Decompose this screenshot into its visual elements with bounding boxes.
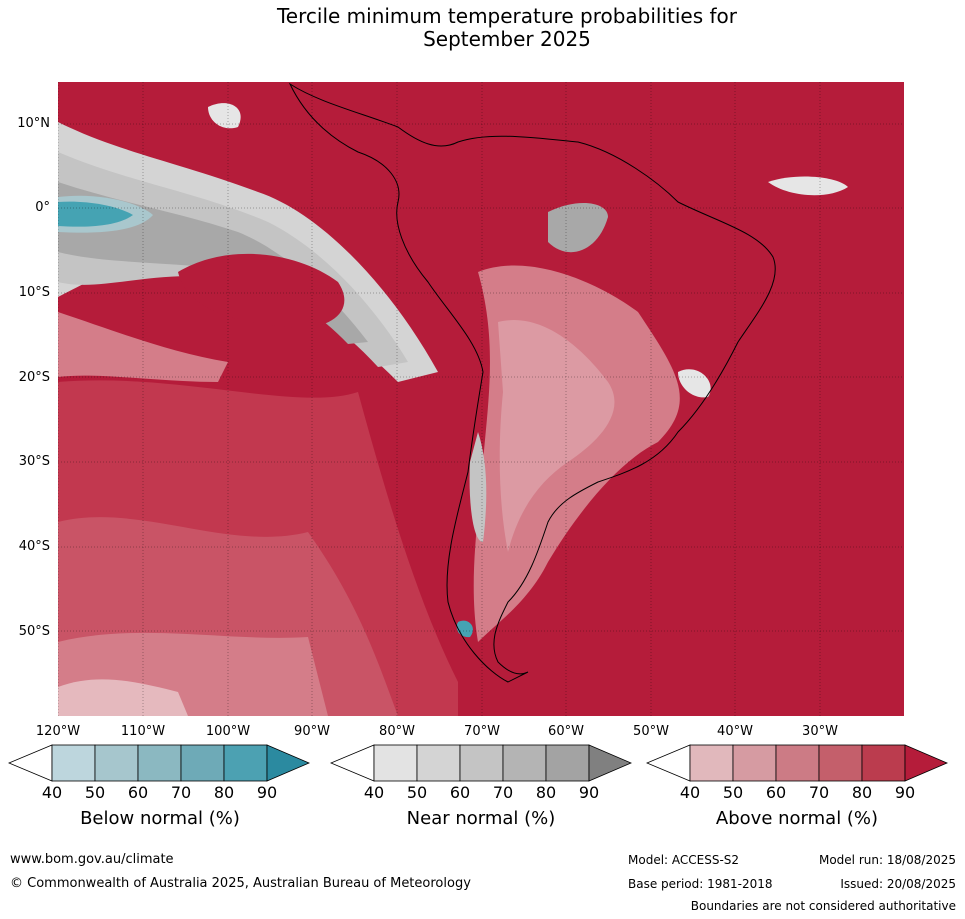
below-normal-swatch-70	[180, 744, 225, 782]
above-tick-60: 60	[765, 783, 787, 802]
near-normal-title: Near normal (%)	[406, 808, 556, 829]
near-normal-white-patch	[208, 103, 241, 129]
copyright-notice: © Commonwealth of Australia 2025, Austra…	[10, 876, 471, 891]
below-normal-colorbar	[8, 744, 310, 782]
near-normal-brazil-patch	[678, 369, 711, 398]
lat-label-10s: 10°S	[18, 285, 50, 300]
lat-label-0: 0°	[35, 200, 50, 215]
lon-label-80w: 80°W	[379, 724, 415, 739]
boundaries-disclaimer: Boundaries are not considered authoritat…	[690, 899, 956, 913]
near-tick-90: 90	[578, 783, 600, 802]
above-40-region	[58, 679, 188, 716]
probability-map	[58, 82, 904, 716]
above-tick-80: 80	[851, 783, 873, 802]
above-tick-90: 90	[894, 783, 916, 802]
lon-label-90w: 90°W	[294, 724, 330, 739]
above-tick-70: 70	[808, 783, 830, 802]
above-tick-40: 40	[679, 783, 701, 802]
above-normal-swatch-over	[904, 744, 948, 782]
near-normal-atlantic-patch	[768, 176, 848, 196]
base-period: Base period: 1981-2018	[628, 877, 773, 891]
above-normal-swatch-40	[689, 744, 734, 782]
near-normal-swatch-80	[545, 744, 590, 782]
above-normal-swatch-under	[646, 744, 691, 782]
lon-label-30w: 30°W	[802, 724, 838, 739]
model-run-date: Model run: 18/08/2025	[818, 853, 956, 867]
above-normal-title: Above normal (%)	[715, 808, 879, 829]
lat-label-20s: 20°S	[18, 370, 50, 385]
lat-label-40s: 40°S	[18, 539, 50, 554]
lon-label-120w: 120°W	[35, 724, 81, 739]
below-normal-title: Below normal (%)	[80, 808, 240, 829]
above-normal-swatch-50	[732, 744, 777, 782]
below-tick-80: 80	[213, 783, 235, 802]
above-normal-swatch-80	[861, 744, 906, 782]
below-tick-50: 50	[84, 783, 106, 802]
below-tick-90: 90	[256, 783, 278, 802]
lon-label-70w: 70°W	[464, 724, 500, 739]
near-normal-swatch-50	[416, 744, 461, 782]
above-90-inner-patch	[178, 253, 345, 328]
title-line-1: Tercile minimum temperature probabilitie…	[276, 4, 738, 28]
near-normal-swatch-under	[330, 744, 375, 782]
below-normal-swatch-80	[223, 744, 268, 782]
near-normal-swatch-over	[588, 744, 632, 782]
near-normal-colorbar	[330, 744, 632, 782]
lat-label-50s: 50°S	[18, 624, 50, 639]
below-tick-60: 60	[127, 783, 149, 802]
near-tick-40: 40	[363, 783, 385, 802]
issued-date: Issued: 20/08/2025	[840, 877, 956, 891]
lon-label-50w: 50°W	[633, 724, 669, 739]
above-normal-colorbar	[646, 744, 948, 782]
below-tick-40: 40	[41, 783, 63, 802]
map-title: Tercile minimum temperature probabilitie…	[0, 5, 965, 51]
below-tick-70: 70	[170, 783, 192, 802]
lon-label-100w: 100°W	[205, 724, 251, 739]
lon-label-60w: 60°W	[548, 724, 584, 739]
near-normal-amazon-patch	[548, 202, 608, 253]
near-tick-80: 80	[535, 783, 557, 802]
map-canvas	[58, 82, 904, 716]
south-america-coastline	[288, 82, 776, 683]
website-link[interactable]: www.bom.gov.au/climate	[10, 852, 174, 867]
lat-lon-grid	[58, 82, 904, 716]
land-above-50-interior	[498, 320, 615, 552]
model-name: Model: ACCESS-S2	[628, 853, 740, 867]
below-normal-swatch-over	[266, 744, 310, 782]
near-tick-50: 50	[406, 783, 428, 802]
lat-label-10n: 10°N	[17, 116, 50, 131]
above-normal-swatch-70	[818, 744, 863, 782]
below-normal-swatch-under	[8, 744, 53, 782]
lon-label-40w: 40°W	[717, 724, 753, 739]
lon-label-110w: 110°W	[120, 724, 166, 739]
near-tick-70: 70	[492, 783, 514, 802]
above-normal-swatch-60	[775, 744, 820, 782]
above-tick-50: 50	[722, 783, 744, 802]
title-line-2: September 2025	[423, 27, 591, 51]
lat-label-30s: 30°S	[18, 454, 50, 469]
near-normal-swatch-60	[459, 744, 504, 782]
near-tick-60: 60	[449, 783, 471, 802]
near-normal-swatch-70	[502, 744, 547, 782]
below-normal-swatch-60	[137, 744, 182, 782]
below-normal-swatch-40	[51, 744, 96, 782]
near-normal-swatch-40	[373, 744, 418, 782]
below-normal-swatch-50	[94, 744, 139, 782]
